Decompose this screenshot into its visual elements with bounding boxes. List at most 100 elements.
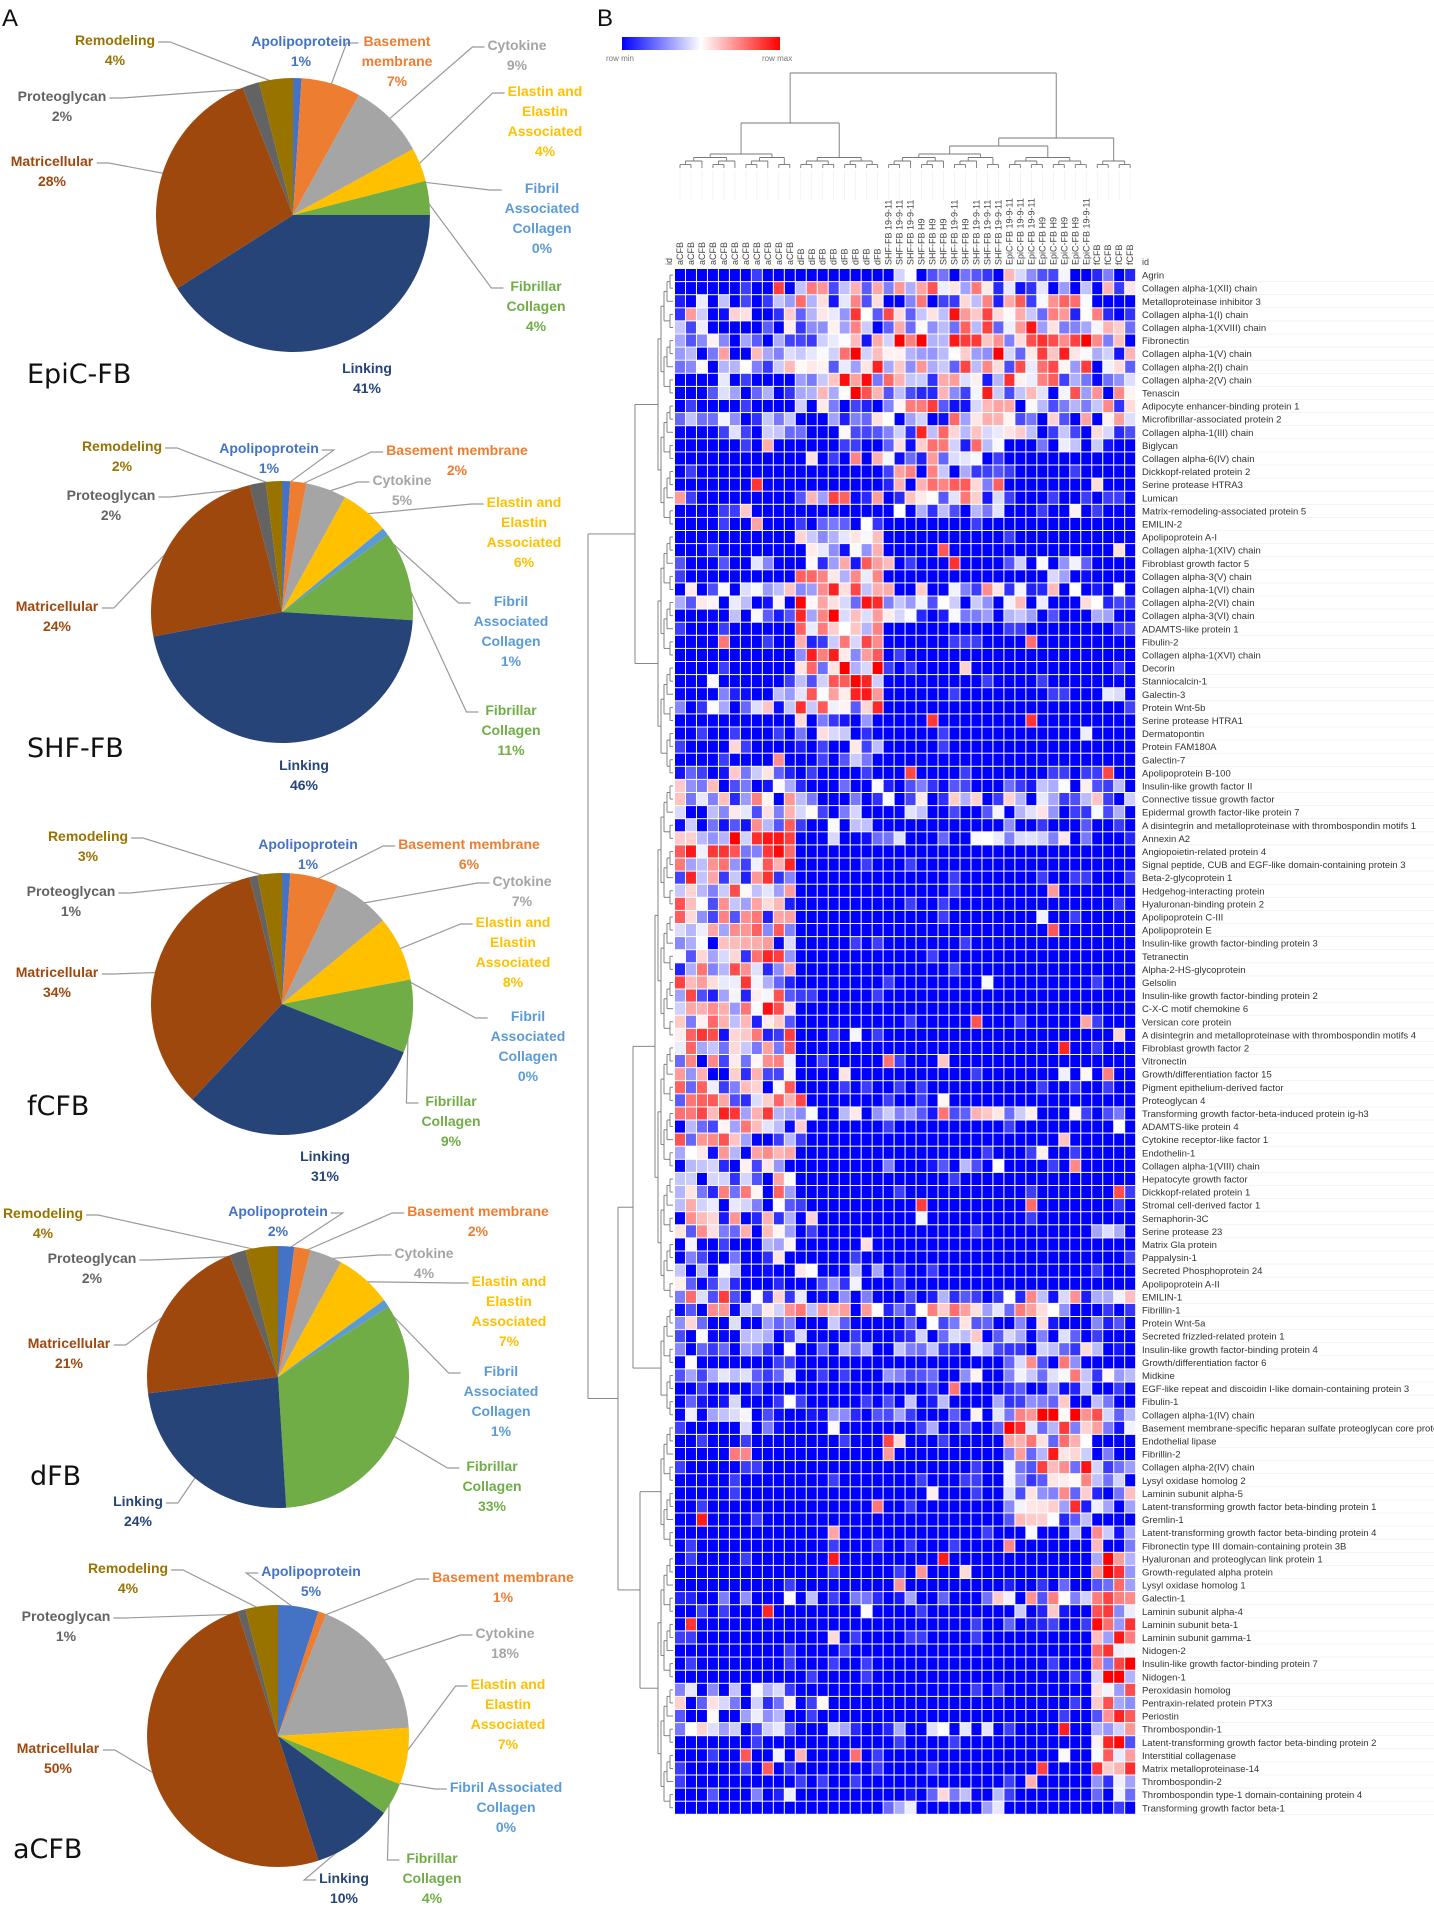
heatmap-cell <box>971 1212 982 1225</box>
heatmap-cell <box>729 413 740 426</box>
heatmap-cell <box>971 347 982 360</box>
heatmap-cell <box>960 491 971 504</box>
heatmap-cell <box>938 465 949 478</box>
heatmap-cell <box>784 308 795 321</box>
heatmap-cell <box>1114 1212 1125 1225</box>
heatmap-cell <box>1026 544 1037 557</box>
pie-label-text: Proteoglycan <box>22 1608 111 1624</box>
heatmap-cell <box>960 675 971 688</box>
heatmap-cell <box>1059 269 1070 282</box>
heatmap-cell <box>718 1343 729 1356</box>
pie-label-text: Linking <box>279 757 329 773</box>
heatmap-cell <box>872 793 883 806</box>
heatmap-cell <box>1070 819 1081 832</box>
heatmap-cell <box>806 1264 817 1277</box>
heatmap-cell <box>1059 1317 1070 1330</box>
heatmap-cell <box>762 570 773 583</box>
pie-label-text: Apolipoprotein <box>219 440 319 456</box>
heatmap-cell <box>773 950 784 963</box>
heatmap-cell <box>850 1303 861 1316</box>
heatmap-cell <box>685 1395 696 1408</box>
heatmap-cell <box>751 1395 762 1408</box>
heatmap-cell <box>806 334 817 347</box>
heatmap-cell <box>883 452 894 465</box>
heatmap-cell <box>707 269 718 282</box>
leader-line <box>362 503 484 515</box>
heatmap-cell <box>1048 347 1059 360</box>
heatmap-cell <box>1092 976 1103 989</box>
heatmap-cell <box>949 609 960 622</box>
heatmap-cell <box>1004 871 1015 884</box>
heatmap-cell <box>718 439 729 452</box>
heatmap-cell <box>1070 1199 1081 1212</box>
heatmap-cell <box>1037 1303 1048 1316</box>
heatmap-cell <box>740 1094 751 1107</box>
pie-label-text: Remodeling <box>88 1560 168 1576</box>
heatmap-cell <box>949 1526 960 1539</box>
heatmap-cell <box>795 360 806 373</box>
leader-line <box>386 1797 400 1861</box>
heatmap-cell <box>1048 452 1059 465</box>
heatmap-cell <box>883 544 894 557</box>
heatmap-cell <box>806 269 817 282</box>
heatmap-cell <box>718 1513 729 1526</box>
heatmap-cell <box>894 1369 905 1382</box>
heatmap-cell <box>729 976 740 989</box>
heatmap-cell <box>872 937 883 950</box>
heatmap-cell <box>762 884 773 897</box>
heatmap-cell <box>795 727 806 740</box>
heatmap-cell <box>762 1081 773 1094</box>
heatmap-cell <box>861 688 872 701</box>
heatmap-cell <box>1092 793 1103 806</box>
heatmap-cell <box>817 1068 828 1081</box>
heatmap-cell <box>806 1303 817 1316</box>
heatmap-cell <box>927 1251 938 1264</box>
heatmap-cell <box>1114 360 1125 373</box>
heatmap-cell <box>872 1133 883 1146</box>
heatmap-cell <box>1125 583 1136 596</box>
heatmap-cell <box>784 386 795 399</box>
heatmap-cell <box>675 1487 685 1500</box>
heatmap-cell <box>795 884 806 897</box>
pie-slice-basement-membrane <box>282 873 338 1004</box>
heatmap-cell <box>971 688 982 701</box>
heatmap-cell <box>1070 1526 1081 1539</box>
heatmap-cell <box>751 1120 762 1133</box>
pie-label-text: Collagen <box>498 1048 557 1064</box>
heatmap-cell <box>1092 989 1103 1002</box>
heatmap-cell <box>696 269 707 282</box>
heatmap-cell <box>1037 832 1048 845</box>
heatmap-cell <box>938 439 949 452</box>
heatmap-cell <box>762 426 773 439</box>
heatmap-cell <box>1125 609 1136 622</box>
heatmap-cell <box>1114 1225 1125 1238</box>
heatmap-cell <box>1015 1395 1026 1408</box>
heatmap-cell <box>894 1330 905 1343</box>
heatmap-cell <box>894 321 905 334</box>
heatmap-cell <box>949 1068 960 1081</box>
heatmap-cell <box>1015 1107 1026 1120</box>
heatmap-cell <box>872 845 883 858</box>
heatmap-cell <box>828 544 839 557</box>
heatmap-cell <box>839 989 850 1002</box>
heatmap-cell <box>1081 609 1092 622</box>
heatmap-cell <box>872 635 883 648</box>
heatmap-cell <box>696 1448 707 1461</box>
heatmap-cell <box>1114 1290 1125 1303</box>
heatmap-cell <box>971 1317 982 1330</box>
heatmap-cell <box>927 714 938 727</box>
heatmap-cell <box>1015 740 1026 753</box>
heatmap-cell <box>1059 727 1070 740</box>
heatmap-cell <box>1103 910 1114 923</box>
heatmap-cell <box>872 1225 883 1238</box>
heatmap-cell <box>1081 557 1092 570</box>
heatmap-cell <box>707 1526 718 1539</box>
heatmap-cell <box>982 779 993 792</box>
heatmap-cell <box>1048 504 1059 517</box>
heatmap-cell <box>817 1041 828 1054</box>
heatmap-cell <box>685 727 696 740</box>
heatmap-cell <box>817 1408 828 1421</box>
heatmap-cell <box>938 937 949 950</box>
heatmap-cell <box>773 1199 784 1212</box>
